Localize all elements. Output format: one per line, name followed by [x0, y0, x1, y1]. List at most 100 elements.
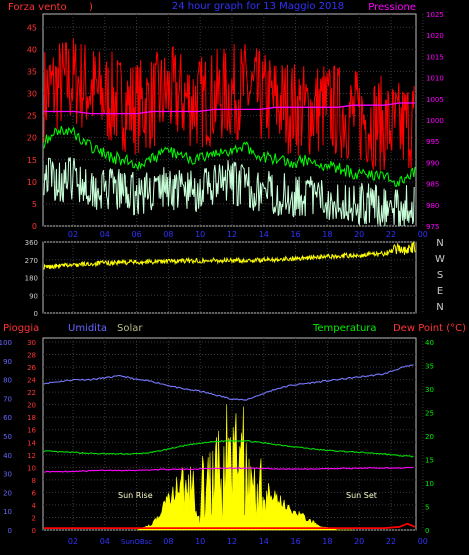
pressure-tick-label: 975	[426, 223, 439, 231]
x-tick-label: 18	[322, 537, 332, 546]
x-tick-label: 16	[291, 537, 301, 546]
temperature-tick-label: 5	[425, 504, 429, 512]
compass-label: W	[435, 254, 445, 265]
humidity-tick-label: 80	[3, 377, 12, 385]
pressure-tick-label: 1000	[426, 117, 444, 125]
pressure-tick-label: 1020	[426, 32, 444, 40]
temperature-tick-label: 25	[425, 410, 434, 418]
rain-tick-label: 12	[27, 452, 36, 460]
humidity-tick-label: 30	[3, 471, 12, 479]
rain-tick-label: 10	[27, 464, 36, 472]
x-tick-label: SunOBsc	[121, 538, 152, 546]
pressure-tick-label: 1005	[426, 96, 444, 104]
legend-rain: Pioggia	[3, 323, 39, 334]
rain-tick-label: 14	[27, 439, 36, 447]
solar-series	[136, 404, 354, 531]
x-tick-label: 14	[259, 537, 269, 546]
compass-label: N	[436, 238, 443, 249]
humidity-series	[43, 364, 414, 401]
rain-tick-label: 18	[27, 414, 36, 422]
direction-tick-label: 360	[25, 239, 38, 247]
wind-tick-label: 20	[27, 134, 37, 143]
dew-point-series	[43, 466, 414, 473]
humidity-tick-label: 50	[3, 433, 12, 441]
wind-tick-label: 5	[32, 200, 37, 209]
x-tick-label: 08	[163, 537, 173, 546]
humidity-tick-label: 10	[3, 508, 12, 516]
x-tick-label: 02	[68, 537, 78, 546]
legend-humidity: Umidita	[68, 323, 107, 334]
rain-tick-label: 28	[27, 352, 36, 360]
x-tick-label: 12	[227, 230, 237, 239]
wind-axis-title: Forza vento	[8, 2, 67, 13]
humidity-tick-label: 70	[3, 395, 12, 403]
x-tick-label: 18	[322, 230, 332, 239]
rain-tick-label: 6	[32, 489, 37, 497]
rain-tick-label: 8	[32, 477, 36, 485]
x-tick-label: 16	[291, 230, 301, 239]
x-tick-label: 22	[386, 230, 396, 239]
rain-tick-label: 26	[27, 364, 36, 372]
temperature-tick-label: 0	[425, 527, 429, 535]
x-tick-label: 20	[354, 230, 364, 239]
x-tick-label: 10	[195, 230, 205, 239]
sun-set-label: Sun Set	[346, 491, 377, 500]
humidity-tick-label: 90	[3, 358, 12, 366]
rain-tick-label: 4	[32, 502, 37, 510]
humidity-tick-label: 100	[0, 339, 12, 347]
rain-series	[44, 522, 416, 529]
rain-tick-label: 16	[27, 427, 36, 435]
direction-tick-label: 180	[25, 275, 38, 283]
compass-label: S	[437, 270, 443, 281]
wind-axis-title-suffix: )	[89, 2, 93, 13]
rain-tick-label: 0	[32, 527, 36, 535]
x-tick-label: 12	[227, 537, 237, 546]
direction-tick-label: 270	[25, 257, 38, 265]
pressure-tick-label: 990	[426, 159, 439, 167]
humidity-tick-label: 20	[3, 489, 12, 497]
legend-solar: Solar	[117, 323, 143, 334]
temperature-tick-label: 35	[425, 363, 434, 371]
humidity-tick-label: 40	[3, 452, 12, 460]
direction-tick-label: 0	[34, 310, 38, 318]
temperature-tick-label: 15	[425, 457, 434, 465]
rain-tick-label: 2	[32, 514, 36, 522]
temperature-tick-label: 10	[425, 480, 434, 488]
pressure-tick-label: 980	[426, 202, 439, 210]
x-tick-label: 04	[100, 537, 110, 546]
rain-tick-label: 22	[27, 389, 36, 397]
wind-tick-label: 0	[32, 222, 37, 231]
humidity-tick-label: 60	[3, 414, 12, 422]
rain-tick-label: 20	[27, 402, 36, 410]
rain-tick-label: 30	[27, 339, 36, 347]
humidity-tick-label: 0	[8, 527, 12, 535]
x-tick-label: 04	[100, 230, 110, 239]
x-tick-label: 02	[68, 230, 78, 239]
wind-gust-series	[43, 38, 415, 171]
pressure-tick-label: 1010	[426, 75, 444, 83]
sun-rise-label: Sun Rise	[118, 491, 153, 500]
wind-tick-label: 30	[27, 90, 37, 99]
direction-tick-label: 90	[29, 292, 38, 300]
pressure-axis-title: Pressione	[368, 2, 416, 13]
x-tick-label: 20	[354, 537, 364, 546]
compass-label: E	[437, 286, 443, 297]
x-tick-label: 22	[386, 537, 396, 546]
legend-temperature: Temperatura	[312, 323, 377, 334]
x-tick-label: 08	[163, 230, 173, 239]
wind-average-series	[43, 125, 416, 188]
pressure-tick-label: 985	[426, 181, 439, 189]
legend-dew-point: Dew Point (°C)	[393, 323, 466, 334]
compass-label: N	[436, 302, 443, 313]
chart-title: 24 hour graph for 13 Maggio 2018	[172, 1, 344, 12]
wind-direction-series	[43, 241, 416, 270]
x-tick-label: 00	[418, 537, 428, 546]
temperature-tick-label: 20	[425, 433, 434, 441]
x-tick-label: 14	[259, 230, 269, 239]
x-tick-label: 00	[418, 230, 428, 239]
pressure-series	[44, 102, 415, 115]
rain-tick-label: 24	[27, 377, 36, 385]
wind-tick-label: 35	[27, 67, 37, 76]
temperature-series	[43, 439, 414, 458]
wind-tick-label: 25	[27, 112, 37, 121]
